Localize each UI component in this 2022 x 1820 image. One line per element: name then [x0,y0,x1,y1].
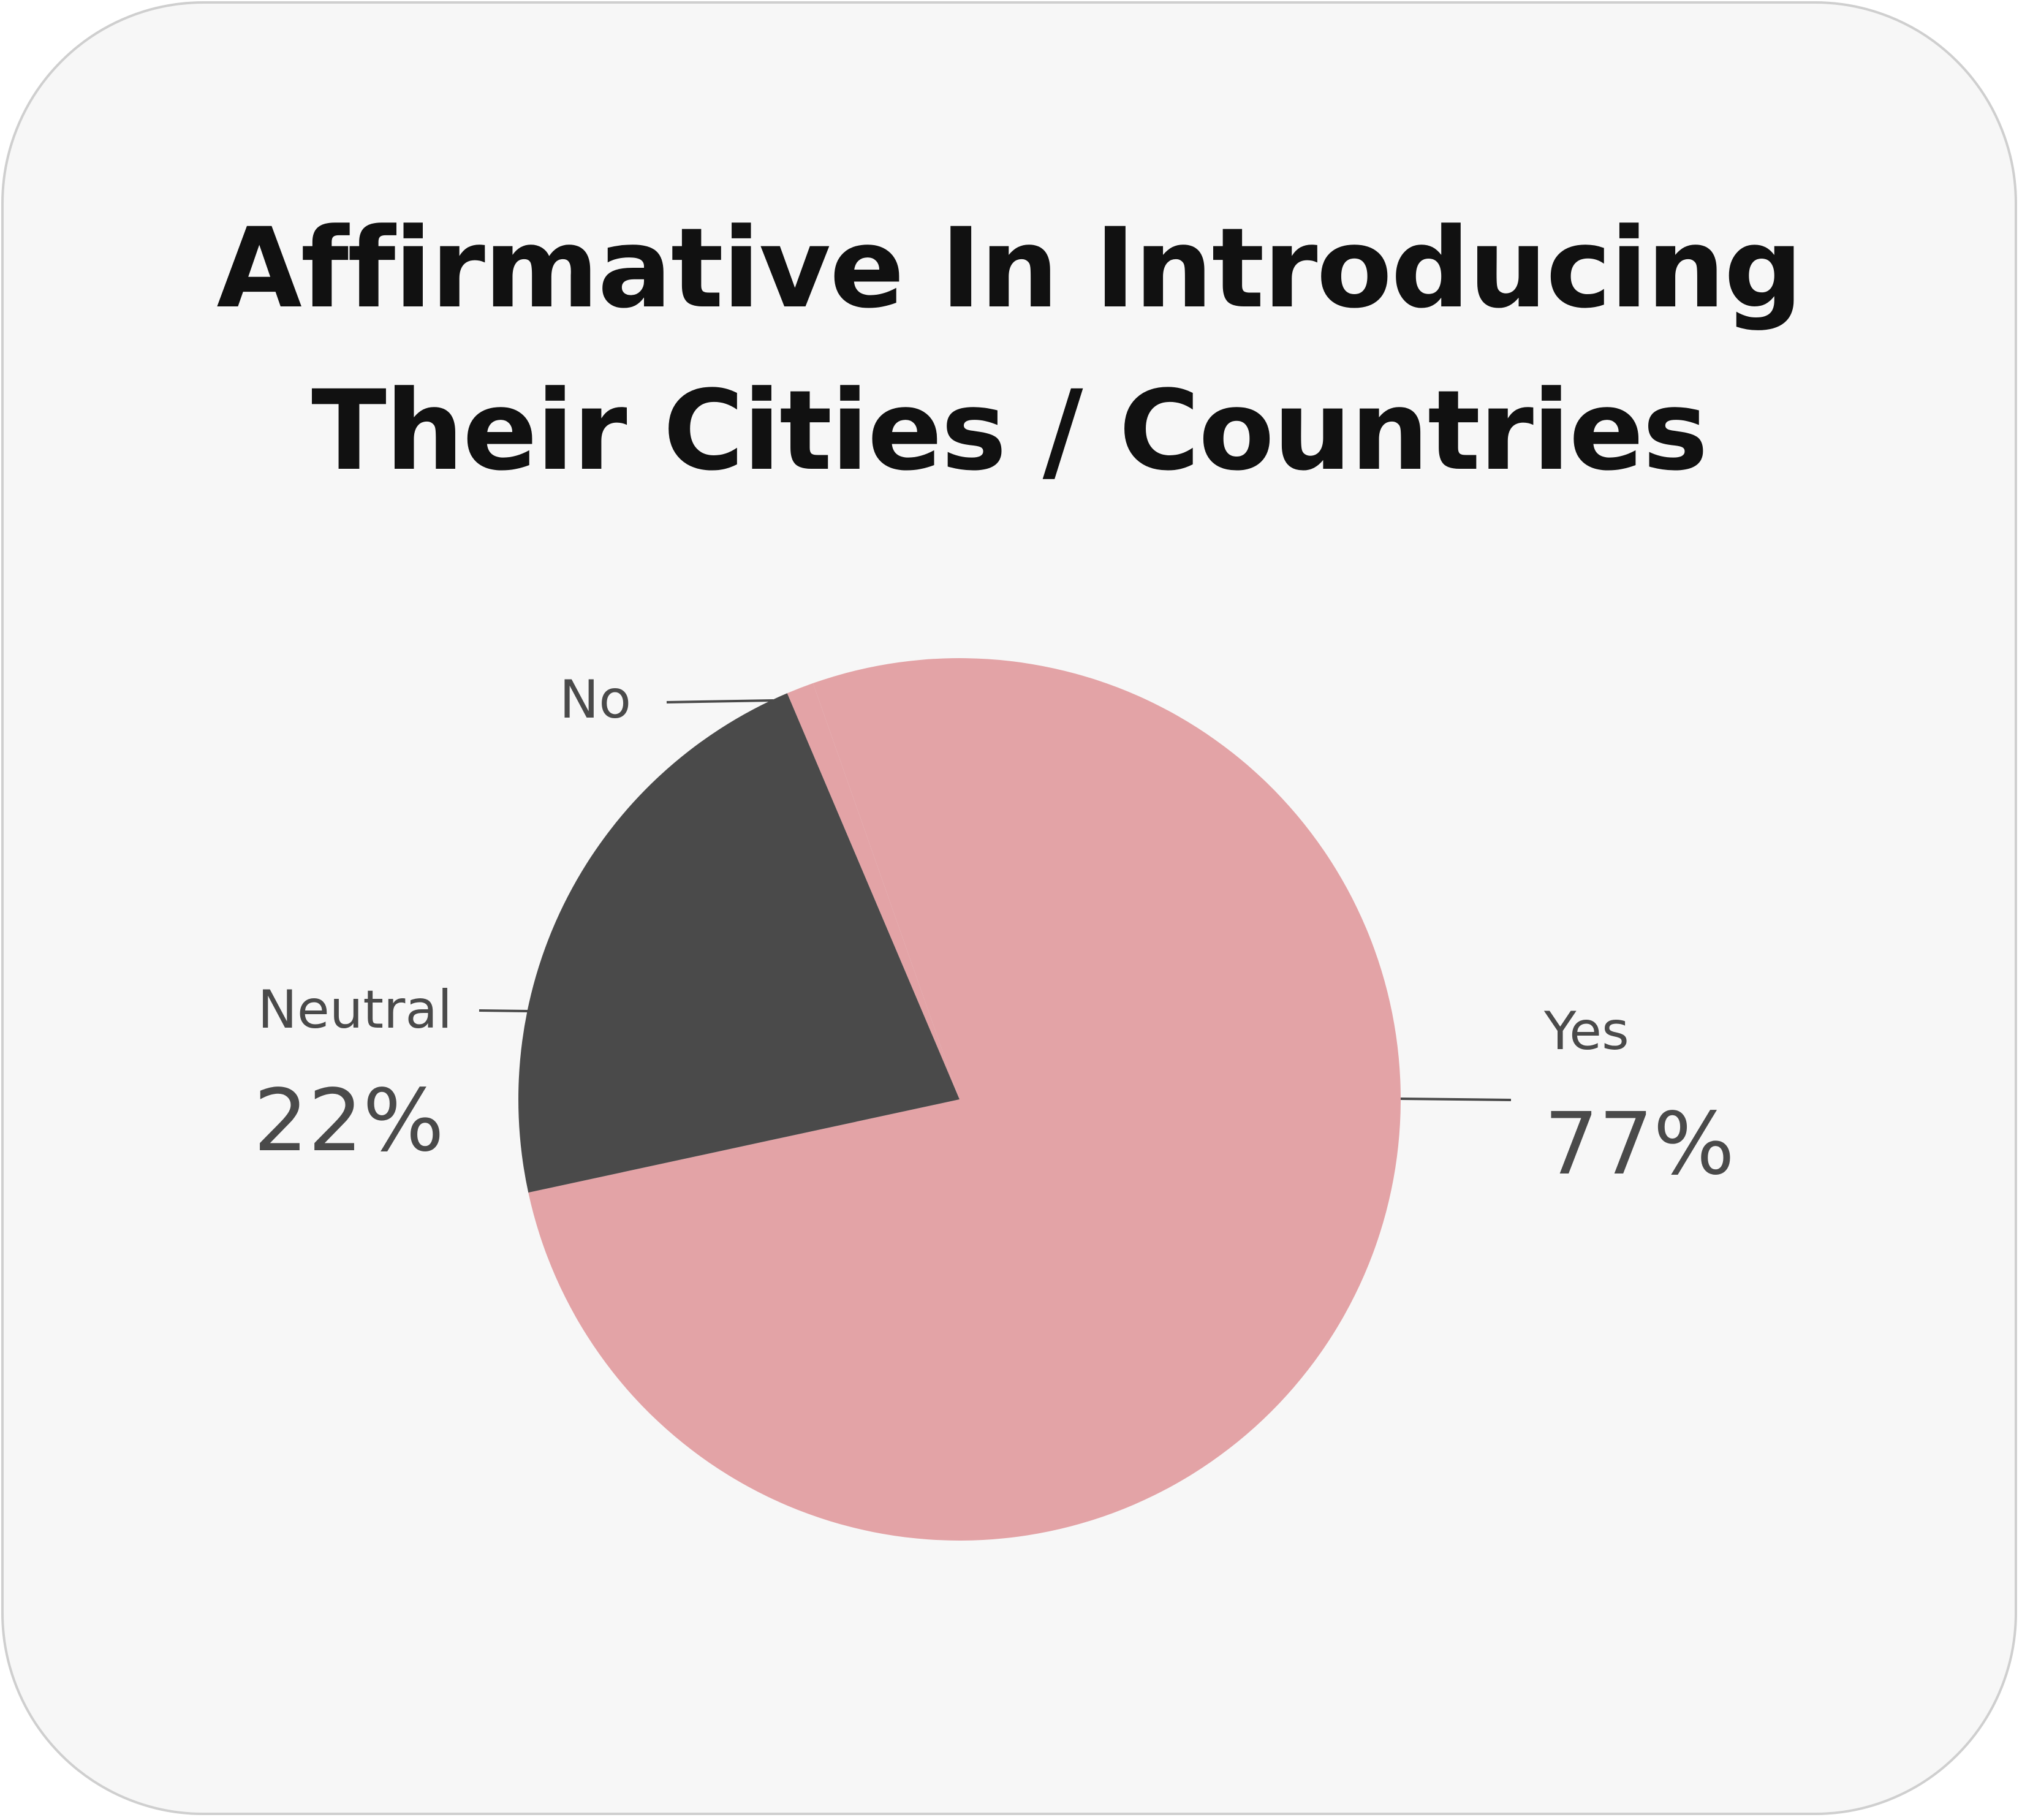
slice-label-yes: Yes [1543,1001,1629,1062]
chart-title: Affirmative In Introducing Their Cities … [4,188,2015,512]
chart-title-line-2: Their Cities / Countries [311,367,1708,495]
pie-slices [518,658,1401,1541]
leader-line-yes [1400,1098,1512,1101]
slice-label-no: No [559,669,631,730]
pie-slice-yes [528,658,1401,1541]
slice-label-neutral: Neutral [258,979,452,1041]
pie-slice-no [787,683,960,1099]
leader-line-no [666,699,774,703]
slice-percent-neutral: 22% [254,1071,444,1171]
leader-line-neutral [479,1009,529,1012]
pie-labels: Yes 77% Neutral 22% No [254,669,1735,1194]
slice-percent-yes: 77% [1544,1094,1735,1194]
pie-leader-lines [479,699,1512,1101]
chart-title-line-1: Affirmative In Introducing [216,205,1803,333]
pie-slice-neutral [518,693,960,1193]
